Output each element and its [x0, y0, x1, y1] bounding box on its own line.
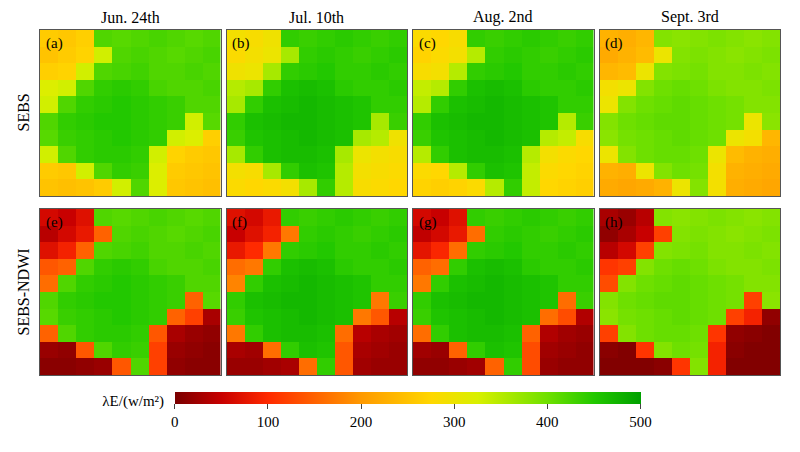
- svg-text:(g): (g): [419, 214, 437, 231]
- svg-text:(d): (d): [605, 35, 623, 52]
- svg-text:SEBS-NDWI: SEBS-NDWI: [15, 248, 32, 335]
- svg-text:300: 300: [443, 414, 466, 430]
- svg-text:(c): (c): [419, 35, 436, 52]
- svg-text:Sept. 3rd: Sept. 3rd: [661, 8, 719, 26]
- svg-text:200: 200: [350, 414, 373, 430]
- svg-text:400: 400: [536, 414, 559, 430]
- svg-text:100: 100: [257, 414, 280, 430]
- svg-text:SEBS: SEBS: [15, 93, 32, 131]
- svg-text:0: 0: [171, 414, 179, 430]
- svg-text:λE/(w/m²): λE/(w/m²): [102, 393, 164, 410]
- svg-text:(b): (b): [232, 35, 250, 52]
- svg-text:(h): (h): [605, 214, 623, 231]
- svg-text:(a): (a): [46, 35, 63, 52]
- svg-text:Jun. 24th: Jun. 24th: [101, 9, 160, 26]
- svg-text:500: 500: [629, 414, 652, 430]
- svg-text:Jul. 10th: Jul. 10th: [289, 9, 344, 26]
- svg-text:Aug. 2nd: Aug. 2nd: [473, 8, 533, 26]
- svg-text:(e): (e): [46, 214, 63, 231]
- svg-text:(f): (f): [232, 214, 247, 231]
